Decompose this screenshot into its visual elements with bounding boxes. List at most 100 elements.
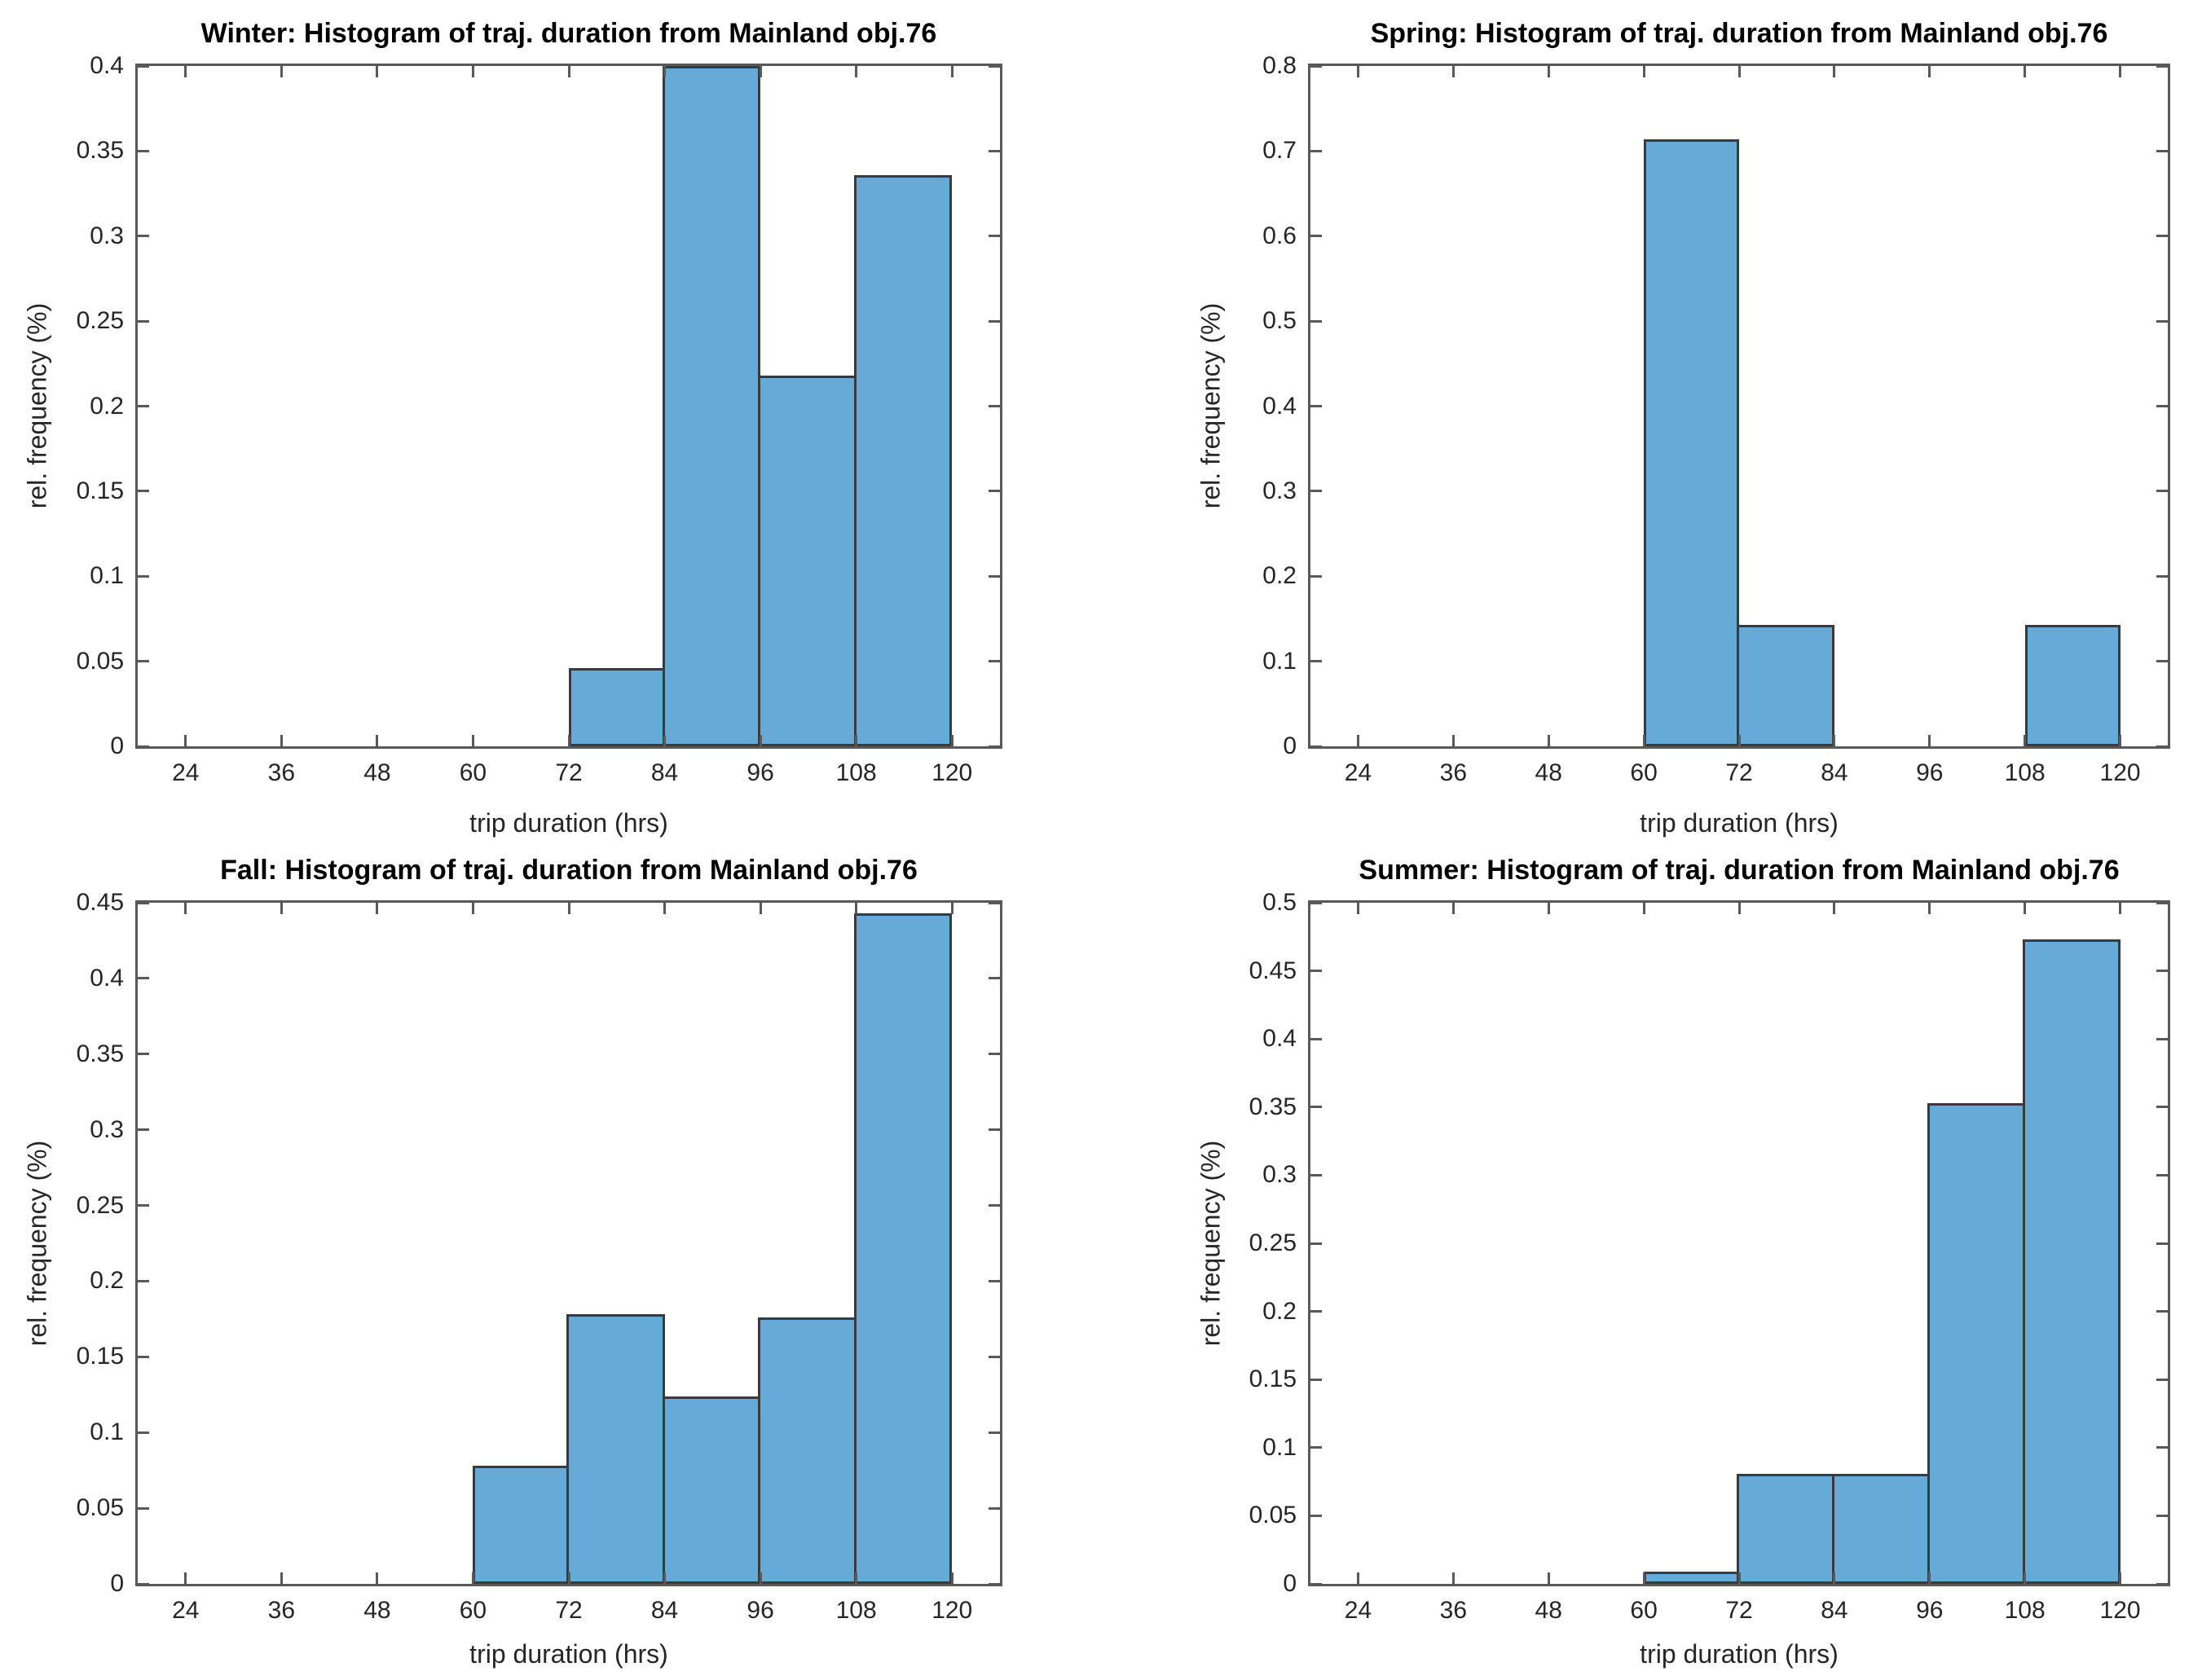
y-tick-mark: [138, 64, 149, 68]
x-tick-label: 108: [2004, 759, 2046, 786]
x-tick-mark: [1833, 903, 1836, 914]
y-tick-label: 0.1: [1262, 1433, 1297, 1461]
histogram-bar: [1927, 1102, 2025, 1584]
x-tick-mark: [1737, 1572, 1741, 1584]
y-tick-mark: [1310, 574, 1322, 578]
x-tick-mark: [759, 735, 762, 746]
x-tick-mark: [471, 66, 474, 77]
y-tick-label: 0.2: [90, 1267, 124, 1295]
y-tick-mark: [2156, 319, 2168, 323]
x-tick-mark: [567, 66, 570, 77]
x-tick-mark: [1737, 735, 1741, 746]
y-tick-label: 0.35: [76, 137, 124, 165]
x-tick-label: 60: [459, 759, 487, 786]
y-tick-label: 0.45: [76, 889, 124, 916]
x-tick-mark: [2119, 66, 2122, 77]
histogram-bar: [569, 667, 665, 746]
y-tick-mark: [1310, 901, 1322, 904]
y-tick-mark: [1310, 235, 1322, 238]
x-tick-mark: [1833, 735, 1836, 746]
x-tick-mark: [1642, 735, 1645, 746]
y-tick-mark: [138, 1355, 149, 1358]
x-tick-mark: [950, 1572, 953, 1584]
x-tick-label: 84: [650, 1597, 679, 1624]
x-tick-mark: [1928, 903, 1931, 914]
x-tick-mark: [1928, 735, 1931, 746]
x-tick-label: 60: [459, 1597, 487, 1624]
y-tick-mark: [989, 405, 1000, 407]
x-tick-mark: [2119, 735, 2122, 746]
x-tick-label: 96: [746, 759, 774, 786]
y-tick-label: 0.45: [1249, 957, 1297, 984]
y-tick-label: 0.5: [1262, 307, 1297, 335]
x-tick-label: 48: [363, 759, 391, 786]
y-tick-mark: [2156, 405, 2168, 407]
x-tick-mark: [471, 903, 474, 914]
y-tick-mark: [2156, 1106, 2168, 1109]
y-tick-mark: [2156, 660, 2168, 663]
x-tick-label: 120: [2099, 1597, 2141, 1624]
x-tick-mark: [950, 66, 953, 77]
x-tick-mark: [567, 1572, 570, 1584]
y-tick-mark: [1310, 490, 1322, 493]
y-tick-mark: [1310, 1446, 1322, 1449]
x-tick-mark: [376, 1572, 379, 1584]
y-tick-mark: [138, 1128, 149, 1132]
y-tick-label: 0.3: [90, 222, 124, 249]
plot-area-summer: 24 36 48 60 72 84 96 108 120 0 0.05 0.1 0.15 0.2 0.25 0…: [1249, 889, 2170, 1624]
y-tick-label: 0.6: [1262, 222, 1297, 249]
x-tick-mark: [2024, 66, 2027, 77]
x-tick-mark: [1928, 1572, 1931, 1584]
histogram-bar: [1737, 1473, 1834, 1584]
x-tick-mark: [376, 735, 379, 746]
x-tick-mark: [663, 1572, 667, 1584]
x-tick-mark: [2024, 735, 2027, 746]
y-tick-label: 0.05: [76, 647, 124, 675]
y-tick-mark: [2156, 1037, 2168, 1040]
x-tick-label: 24: [172, 1597, 200, 1624]
y-tick-mark: [1310, 1242, 1322, 1245]
y-tick-mark: [989, 319, 1000, 323]
y-tick-mark: [138, 901, 149, 904]
y-tick-mark: [138, 660, 149, 663]
x-tick-mark: [1642, 1572, 1645, 1584]
y-tick-mark: [2156, 149, 2168, 152]
y-tick-mark: [1310, 405, 1322, 407]
y-tick-mark: [989, 1506, 1000, 1510]
x-tick-mark: [280, 903, 283, 914]
x-tick-mark: [184, 735, 187, 746]
x-tick-mark: [1356, 1572, 1359, 1584]
y-tick-mark: [2156, 1446, 2168, 1449]
y-tick-mark: [138, 1279, 149, 1282]
x-tick-mark: [471, 1572, 474, 1584]
y-tick-mark: [989, 490, 1000, 493]
x-tick-label: 24: [172, 759, 200, 786]
x-tick-label: 96: [1916, 759, 1944, 786]
y-tick-mark: [2156, 1310, 2168, 1313]
y-tick-mark: [989, 901, 1000, 904]
x-tick-mark: [759, 66, 762, 77]
y-tick-mark: [2156, 1242, 2168, 1245]
y-tick-mark: [989, 574, 1000, 578]
y-tick-mark: [1310, 1037, 1322, 1040]
y-tick-mark: [2156, 745, 2168, 748]
histogram-bar: [662, 1396, 761, 1584]
chart-title-winter: Winter: Histogram of traj. duration from…: [200, 18, 937, 49]
x-tick-label: 24: [1344, 759, 1372, 786]
y-tick-label: 0.15: [1249, 1366, 1297, 1393]
y-tick-mark: [989, 235, 1000, 238]
x-tick-mark: [1642, 903, 1645, 914]
y-tick-mark: [1310, 319, 1322, 323]
x-tick-mark: [1547, 66, 1550, 77]
y-tick-mark: [989, 149, 1000, 152]
x-tick-mark: [2119, 1572, 2122, 1584]
y-tick-mark: [2156, 1582, 2168, 1585]
x-tick-mark: [184, 66, 187, 77]
histogram-bar: [758, 1317, 857, 1584]
y-tick-label: 0.1: [1262, 647, 1297, 675]
y-tick-mark: [1310, 64, 1322, 68]
y-tick-mark: [138, 1582, 149, 1585]
x-tick-mark: [1737, 66, 1741, 77]
histogram-bar: [566, 1314, 665, 1584]
